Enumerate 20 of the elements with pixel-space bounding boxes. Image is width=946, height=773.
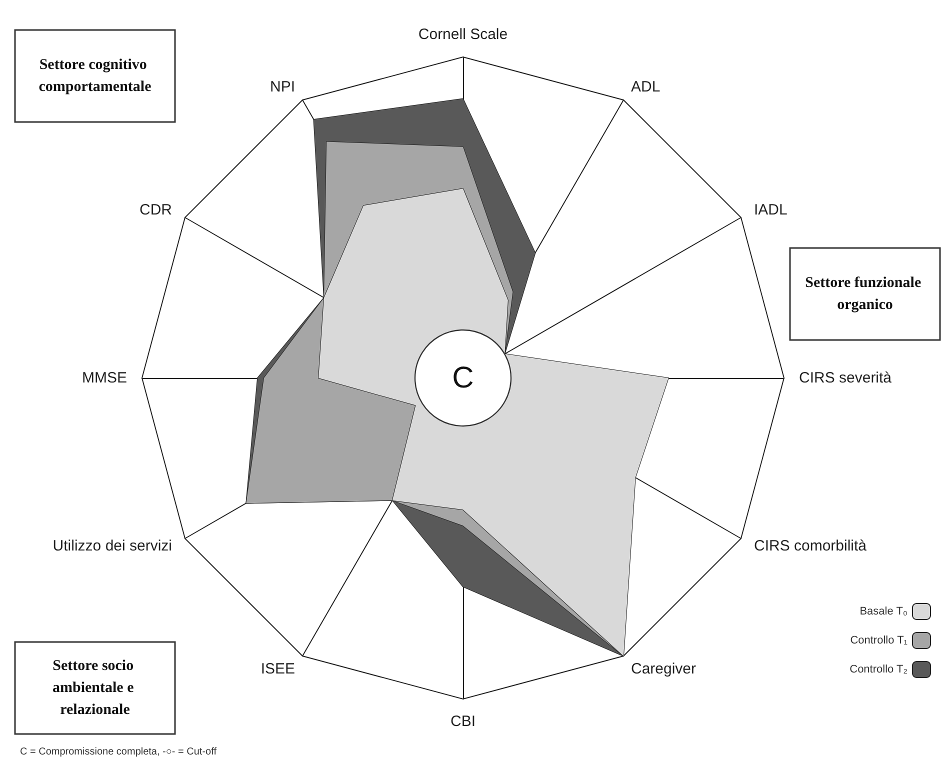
spoke-label: ADL <box>631 78 660 96</box>
text: Settore cognitivo comportamentale <box>38 57 152 95</box>
spoke-label: CIRS comorbilità <box>754 538 868 554</box>
text: Settore funzionale organico <box>805 275 925 313</box>
spoke-label: Caregiver <box>631 660 696 678</box>
text: C = Compromissione completa, -○- = Cut-off <box>20 746 217 758</box>
text: Settore socio ambientale e relazionale <box>52 658 138 718</box>
legend-label: Controllo T₂ <box>850 664 908 676</box>
spoke-label: ISEE <box>260 660 295 678</box>
spoke-label: CIRS severità <box>799 370 892 386</box>
spoke-label: Cornell Scale <box>418 26 508 43</box>
text: C <box>452 362 474 394</box>
spoke-label: MMSE <box>82 370 127 386</box>
spoke-label: CDR <box>140 202 172 218</box>
legend-label: Controllo T₁ <box>850 634 908 646</box>
spoke-label: Utilizzo dei servizi <box>52 538 172 554</box>
spoke-label: IADL <box>754 202 788 218</box>
spoke-label: CBI <box>450 713 476 730</box>
spoke-label: NPI <box>270 78 295 96</box>
legend-label: Basale T₀ <box>860 606 908 618</box>
